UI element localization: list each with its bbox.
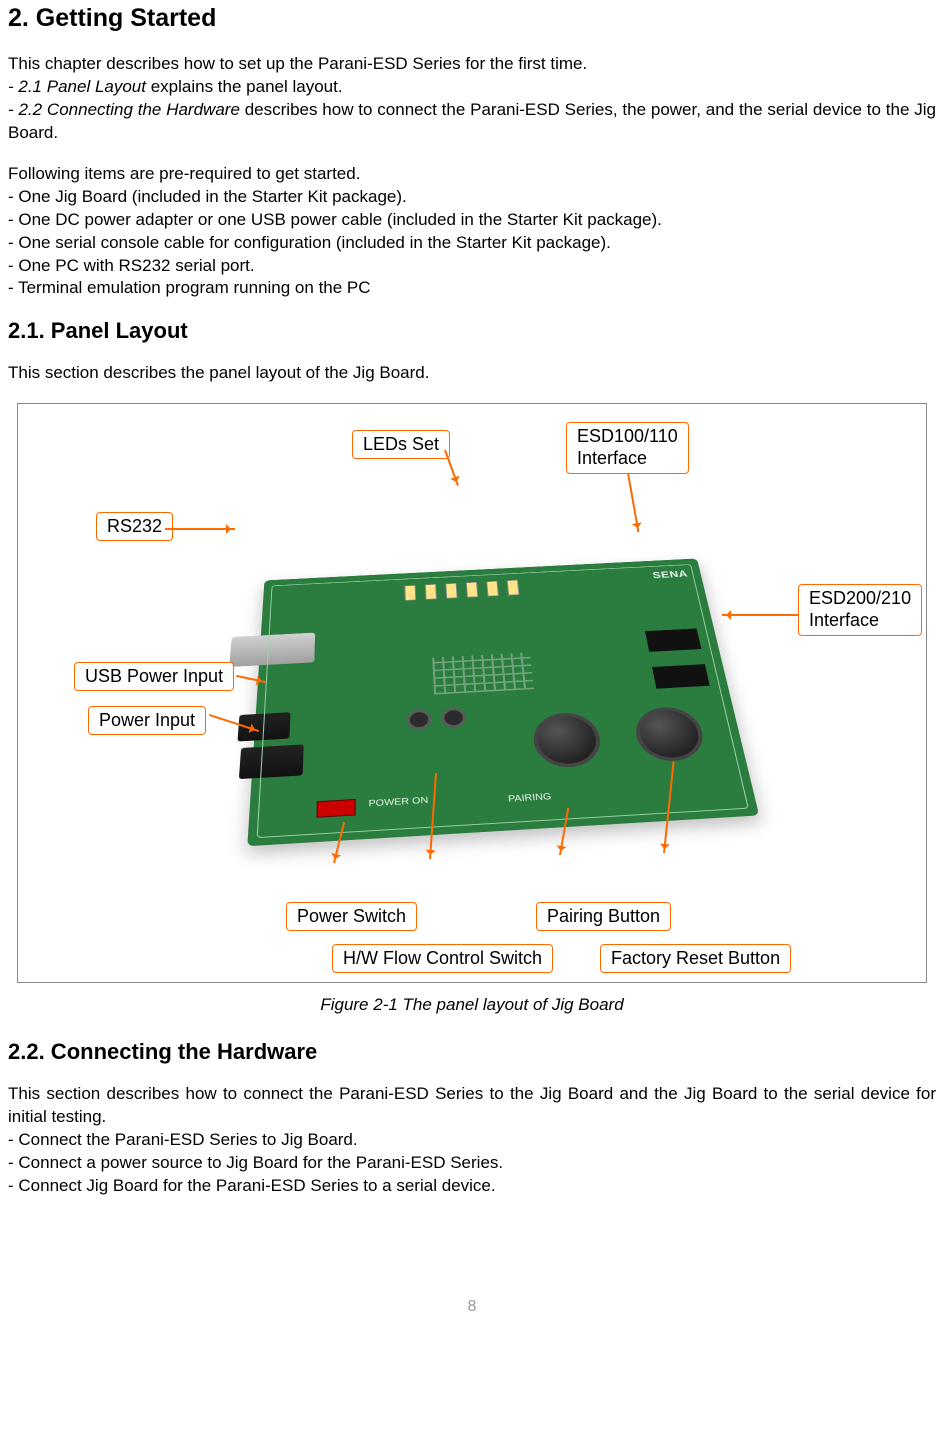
callout-rs232: RS232 bbox=[96, 512, 173, 541]
capacitor-icon bbox=[406, 710, 431, 731]
power-jack-shape bbox=[239, 745, 304, 780]
prereq-item: - One DC power adapter or one USB power … bbox=[8, 209, 936, 232]
callout-usb-power-input: USB Power Input bbox=[74, 662, 234, 691]
callout-esd100-l2: Interface bbox=[577, 448, 647, 468]
callout-leds-set: LEDs Set bbox=[352, 430, 450, 459]
pcb-board: SENA POWER ON PAIRING bbox=[247, 559, 759, 847]
callout-esd200-l1: ESD200/210 bbox=[809, 588, 911, 608]
heading-chapter: 2. Getting Started bbox=[8, 4, 936, 33]
page-number: 8 bbox=[8, 1298, 936, 1316]
header-pins-esd100 bbox=[645, 629, 701, 652]
power-switch-shape bbox=[316, 799, 355, 818]
led-icon bbox=[486, 581, 499, 597]
callout-power-switch: Power Switch bbox=[286, 902, 417, 931]
panel-layout-text: This section describes the panel layout … bbox=[8, 362, 936, 385]
rs232-connector-shape bbox=[229, 633, 315, 667]
leds-row bbox=[404, 580, 519, 601]
silkscreen-power-on: POWER ON bbox=[368, 796, 428, 809]
ref-panel-layout-rest: explains the panel layout. bbox=[146, 77, 343, 96]
figure-jig-board: SENA POWER ON PAIRING LEDs Set bbox=[17, 403, 927, 983]
connecting-intro: This section describes how to connect th… bbox=[8, 1083, 936, 1129]
prereq-intro: Following items are pre-required to get … bbox=[8, 163, 936, 186]
led-icon bbox=[404, 585, 416, 601]
intro-text: This chapter describes how to set up the… bbox=[8, 53, 936, 76]
callout-pairing-button: Pairing Button bbox=[536, 902, 671, 931]
silkscreen-brand: SENA bbox=[652, 569, 689, 581]
connecting-step: - Connect a power source to Jig Board fo… bbox=[8, 1152, 936, 1175]
callout-factory-reset-button: Factory Reset Button bbox=[600, 944, 791, 973]
prereq-item: - Terminal emulation program running on … bbox=[8, 277, 936, 300]
ref-panel-layout-italic: - 2.1 Panel Layout bbox=[8, 77, 146, 96]
pairing-button-shape bbox=[531, 712, 604, 769]
leader-line-icon bbox=[165, 528, 235, 530]
prereq-item: - One PC with RS232 serial port. bbox=[8, 255, 936, 278]
prereq-item: - One Jig Board (included in the Starter… bbox=[8, 186, 936, 209]
figure-caption: Figure 2-1 The panel layout of Jig Board bbox=[8, 995, 936, 1015]
ref-panel-layout: - 2.1 Panel Layout explains the panel la… bbox=[8, 76, 936, 99]
connecting-step: - Connect the Parani-ESD Series to Jig B… bbox=[8, 1129, 936, 1152]
callout-esd100-l1: ESD100/110 bbox=[577, 426, 678, 446]
callout-esd200-l2: Interface bbox=[809, 610, 879, 630]
callout-esd100-interface: ESD100/110 Interface bbox=[566, 422, 689, 473]
reset-button-shape bbox=[632, 706, 708, 763]
callout-esd200-interface: ESD200/210 Interface bbox=[798, 584, 922, 635]
capacitor-icon bbox=[441, 708, 467, 729]
led-icon bbox=[507, 580, 520, 596]
led-icon bbox=[466, 582, 478, 598]
prereq-item: - One serial console cable for configura… bbox=[8, 232, 936, 255]
heading-connecting-hardware: 2.2. Connecting the Hardware bbox=[8, 1039, 936, 1065]
led-icon bbox=[425, 584, 437, 600]
header-pins-esd200 bbox=[652, 664, 710, 689]
ref-connecting-hardware-italic: - 2.2 Connecting the Hardware bbox=[8, 100, 240, 119]
callout-hw-flow-switch: H/W Flow Control Switch bbox=[332, 944, 553, 973]
ref-connecting-hardware: - 2.2 Connecting the Hardware describes … bbox=[8, 99, 936, 145]
callout-power-input: Power Input bbox=[88, 706, 206, 735]
silkscreen-pairing: PAIRING bbox=[508, 792, 552, 804]
heading-panel-layout: 2.1. Panel Layout bbox=[8, 318, 936, 344]
connecting-step: - Connect Jig Board for the Parani-ESD S… bbox=[8, 1175, 936, 1198]
leader-line-icon bbox=[722, 614, 798, 616]
pin-grid bbox=[432, 653, 534, 695]
led-icon bbox=[445, 583, 457, 599]
jig-board-illustration: SENA POWER ON PAIRING bbox=[218, 464, 738, 894]
